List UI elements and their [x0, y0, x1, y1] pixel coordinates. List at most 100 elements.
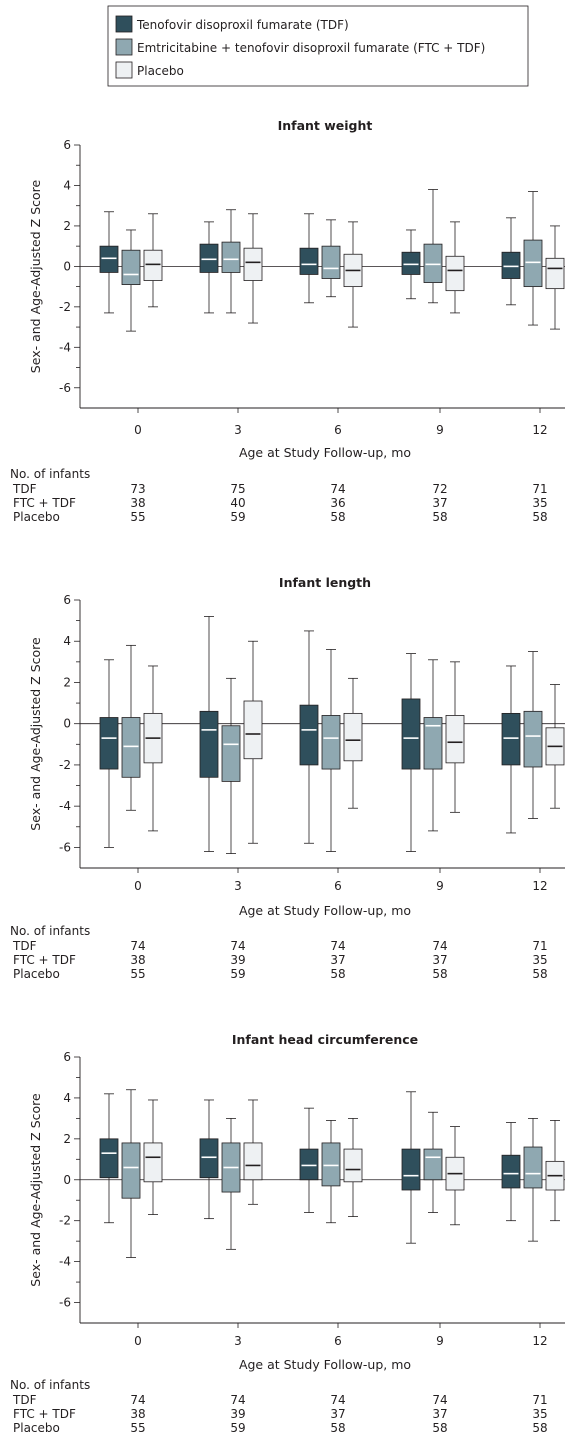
count-value: 39 [230, 1407, 245, 1421]
count-value: 40 [230, 496, 245, 510]
box-placebo-month-6 [343, 221, 363, 328]
panel-infant-head-circumference: Infant head circumference 6 4 2 0 -2 -4 -6 Sex- … [10, 1032, 565, 1435]
count-value: 58 [330, 510, 345, 524]
box-placebo-month-12 [545, 684, 565, 809]
box-placebo-month-6 [343, 677, 363, 809]
box-iqr [99, 1138, 119, 1179]
box-iqr [99, 245, 119, 273]
count-value: 58 [532, 967, 547, 981]
box-iqr [501, 712, 521, 766]
box-tdf-month-9 [401, 229, 421, 300]
x-tick-label: 0 [134, 879, 142, 893]
box-tdf-month-6 [299, 213, 319, 304]
x-tick-label: 9 [436, 1334, 444, 1348]
counts-heading: No. of infants [10, 924, 90, 938]
box-tdf-month-0 [99, 659, 119, 848]
y-tick-label: 0 [63, 717, 71, 731]
x-tick-label: 3 [234, 1334, 242, 1348]
count-value: 74 [330, 482, 345, 496]
box-iqr [445, 255, 465, 292]
box-ftc-tdf-month-9 [423, 659, 443, 832]
box-iqr [321, 715, 341, 770]
counts-heading: No. of infants [10, 467, 90, 481]
x-tick-label: 9 [436, 879, 444, 893]
count-value: 59 [230, 1421, 245, 1435]
counts-heading: No. of infants [10, 1378, 90, 1392]
box-ftc-tdf-month-9 [423, 189, 443, 304]
box-tdf-month-3 [199, 1099, 219, 1220]
x-tick-label: 6 [334, 1334, 342, 1348]
box-ftc-tdf-month-12 [523, 191, 543, 326]
count-value: 72 [432, 482, 447, 496]
count-value: 74 [130, 1393, 145, 1407]
box-iqr [501, 1154, 521, 1189]
y-tick-label: 2 [63, 219, 71, 233]
panel-infant-length: Infant length 6 4 2 0 -2 -4 -6 Sex- and Age-Adju… [10, 575, 565, 981]
count-value: 37 [330, 1407, 345, 1421]
count-value: 74 [432, 939, 447, 953]
count-value: 71 [532, 939, 547, 953]
box-iqr [401, 1148, 421, 1191]
box-iqr [501, 251, 521, 279]
count-value: 59 [230, 510, 245, 524]
y-tick-label: -6 [59, 381, 71, 395]
count-value: 37 [432, 496, 447, 510]
count-value: 75 [230, 482, 245, 496]
box-iqr [99, 717, 119, 770]
box-iqr [121, 249, 141, 285]
box-tdf-month-0 [99, 1093, 119, 1224]
box-ftc-tdf-month-3 [221, 209, 241, 314]
box-placebo-month-9 [445, 1126, 465, 1226]
counts-row-label: FTC + TDF [13, 1407, 76, 1421]
counts-row-label: Placebo [13, 1421, 60, 1435]
box-placebo-month-3 [243, 1099, 263, 1205]
x-tick-label: 3 [234, 423, 242, 437]
box-iqr [121, 717, 141, 778]
box-iqr [243, 700, 263, 760]
panel-title: Infant head circumference [232, 1032, 418, 1047]
count-value: 35 [532, 953, 547, 967]
x-axis-label: Age at Study Follow-up, mo [239, 903, 411, 918]
y-tick-label: 4 [63, 634, 71, 648]
box-ftc-tdf-month-0 [121, 1089, 141, 1258]
legend-swatch-placebo [115, 61, 133, 79]
y-tick-label: 4 [63, 1091, 71, 1105]
y-tick-label: 6 [63, 138, 71, 152]
count-value: 71 [532, 482, 547, 496]
box-tdf-month-12 [501, 217, 521, 306]
count-value: 55 [130, 967, 145, 981]
y-tick-label: -6 [59, 1296, 71, 1310]
box-tdf-month-6 [299, 630, 319, 844]
count-value: 35 [532, 496, 547, 510]
box-ftc-tdf-month-3 [221, 1117, 241, 1250]
count-value: 58 [330, 967, 345, 981]
box-tdf-month-9 [401, 653, 421, 852]
y-tick-label: -4 [59, 340, 71, 354]
box-placebo-month-6 [343, 1117, 363, 1217]
count-value: 38 [130, 496, 145, 510]
counts-row-label: FTC + TDF [13, 953, 76, 967]
legend-label-ftc-tdf: Emtricitabine + tenofovir disoproxil fum… [137, 41, 485, 55]
box-placebo-month-9 [445, 661, 465, 813]
counts-row-label: TDF [12, 482, 37, 496]
x-tick-label: 0 [134, 1334, 142, 1348]
legend-swatch-ftc-tdf [115, 38, 133, 56]
y-tick-label: -2 [59, 300, 71, 314]
box-iqr [343, 1148, 363, 1183]
count-value: 59 [230, 967, 245, 981]
box-placebo-month-3 [243, 640, 263, 844]
box-placebo-month-12 [545, 225, 565, 330]
panel-title: Infant length [279, 575, 371, 590]
count-value: 71 [532, 1393, 547, 1407]
count-value: 38 [130, 953, 145, 967]
box-iqr [321, 1142, 341, 1187]
box-iqr [299, 247, 319, 275]
y-tick-label: 0 [63, 1173, 71, 1187]
box-ftc-tdf-month-3 [221, 677, 241, 854]
box-iqr [545, 257, 565, 290]
x-axis-label: Age at Study Follow-up, mo [239, 445, 411, 460]
box-iqr [121, 1142, 141, 1199]
box-tdf-month-12 [501, 1122, 521, 1222]
x-tick-label: 6 [334, 423, 342, 437]
legend-label-placebo: Placebo [137, 64, 184, 78]
